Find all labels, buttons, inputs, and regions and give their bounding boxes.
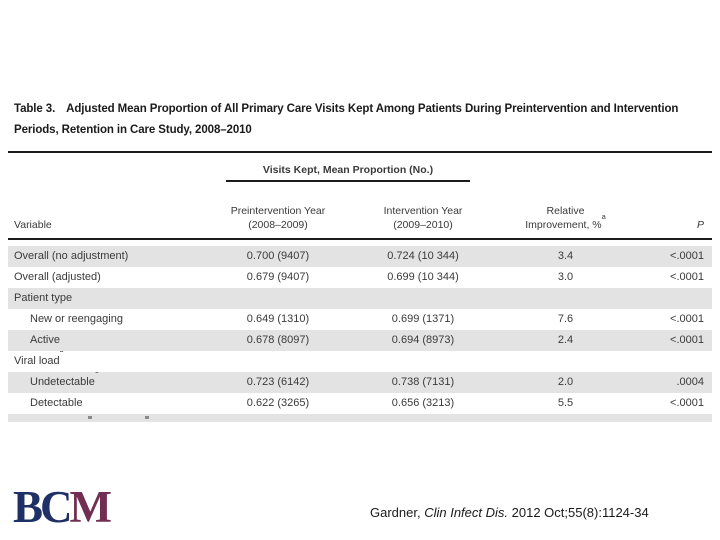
cell-p-value: <.0001 — [670, 397, 704, 409]
cell-variable: Overall (no adjustment) — [8, 246, 203, 267]
table-row-overall-adjusted: Overall (adjusted) 0.679 (9407) 0.699 (1… — [8, 267, 712, 288]
table-number-label: Table 3. — [14, 103, 56, 115]
table-row-cropped — [8, 414, 712, 422]
table-row-undetectable: Undetectablec 0.723 (6142) 0.738 (7131) … — [8, 372, 712, 393]
citation-author: Gardner, — [370, 505, 425, 520]
cell-variable: Overall (adjusted) — [14, 271, 101, 283]
cell-intervention: 0.694 (8973) — [353, 330, 493, 351]
cell-intervention: 0.699 (1371) — [391, 313, 455, 325]
cell-relative-improvement: 7.6 — [557, 313, 574, 325]
header-p-value: P — [638, 182, 712, 240]
cell-preintervention: 0.678 (8097) — [203, 330, 353, 351]
column-header-row: Variable Preintervention Year (2008–2009… — [8, 182, 712, 240]
cell-p-value: <.0001 — [670, 271, 704, 283]
cell-intervention: 0.738 (7131) — [353, 372, 493, 393]
cell-p-value: <.0001 — [670, 313, 704, 325]
table-row-new-or-reengaging: New or reengaging 0.649 (1310) 0.699 (13… — [8, 309, 712, 330]
cell-variable: Undetectablec — [8, 372, 203, 393]
bcm-logo-m: M — [69, 482, 113, 532]
cell-variable: Active — [8, 330, 203, 351]
cropped-text-fragment — [88, 416, 92, 419]
table-row-viral-load-group: Viral loadb — [8, 351, 712, 372]
cell-p-value: <.0001 — [638, 330, 712, 351]
header-variable: Variable — [8, 182, 203, 240]
header-gap — [8, 239, 712, 246]
citation-journal: Clin Infect Dis. — [424, 505, 509, 520]
cropped-text-fragment — [145, 416, 149, 419]
cell-preintervention: 0.700 (9407) — [203, 246, 353, 267]
table-title: Table 3. Adjusted Mean Proportion of All … — [8, 99, 712, 141]
cell-preintervention: 0.649 (1310) — [246, 313, 310, 325]
cell-preintervention: 0.723 (6142) — [203, 372, 353, 393]
cell-relative-improvement: 3.0 — [557, 271, 574, 283]
cell-intervention: 0.699 (10 344) — [387, 271, 459, 283]
cell-variable: Detectable — [30, 397, 83, 409]
journal-table: Table 3. Adjusted Mean Proportion of All … — [8, 99, 712, 422]
spanner-header: Visits Kept, Mean Proportion (No.) — [203, 152, 493, 182]
cell-variable: New or reengaging — [30, 313, 123, 325]
cell-preintervention: 0.679 (9407) — [246, 271, 310, 283]
cell-preintervention: 0.622 (3265) — [246, 397, 310, 409]
citation-rest: 2012 Oct;55(8):1124-34 — [508, 505, 649, 520]
cell-variable: Viral loadb — [14, 351, 64, 367]
table-row-overall-no-adjustment: Overall (no adjustment) 0.700 (9407) 0.7… — [8, 246, 712, 267]
header-relative-improvement: Relative Improvement, %a — [493, 182, 638, 240]
cell-intervention: 0.724 (10 344) — [353, 246, 493, 267]
cell-relative-improvement: 5.5 — [557, 397, 574, 409]
cell-p-value: <.0001 — [638, 246, 712, 267]
bcm-logo-bc: BC — [13, 482, 72, 532]
table-title-text: Adjusted Mean Proportion of All Primary … — [14, 103, 679, 136]
table-row-active: Active 0.678 (8097) 0.694 (8973) 2.4 <.0… — [8, 330, 712, 351]
header-preintervention: Preintervention Year (2008–2009) — [203, 182, 353, 240]
data-table: Visits Kept, Mean Proportion (No.) Varia… — [8, 151, 712, 422]
spanner-header-label: Visits Kept, Mean Proportion (No.) — [226, 164, 470, 182]
cell-relative-improvement: 2.4 — [493, 330, 638, 351]
cell-variable: Patient type — [8, 288, 203, 309]
citation: Gardner, Clin Infect Dis. 2012 Oct;55(8)… — [370, 505, 649, 521]
cell-intervention: 0.656 (3213) — [391, 397, 455, 409]
header-intervention: Intervention Year (2009–2010) — [353, 182, 493, 240]
cell-p-value: .0004 — [638, 372, 712, 393]
table-row-patient-type-group: Patient type — [8, 288, 712, 309]
cell-relative-improvement: 2.0 — [493, 372, 638, 393]
cell-relative-improvement: 3.4 — [493, 246, 638, 267]
spanner-row: Visits Kept, Mean Proportion (No.) — [8, 152, 712, 182]
bcm-logo: BCM — [13, 482, 113, 532]
table-row-detectable: Detectable 0.622 (3265) 0.656 (3213) 5.5… — [8, 393, 712, 414]
